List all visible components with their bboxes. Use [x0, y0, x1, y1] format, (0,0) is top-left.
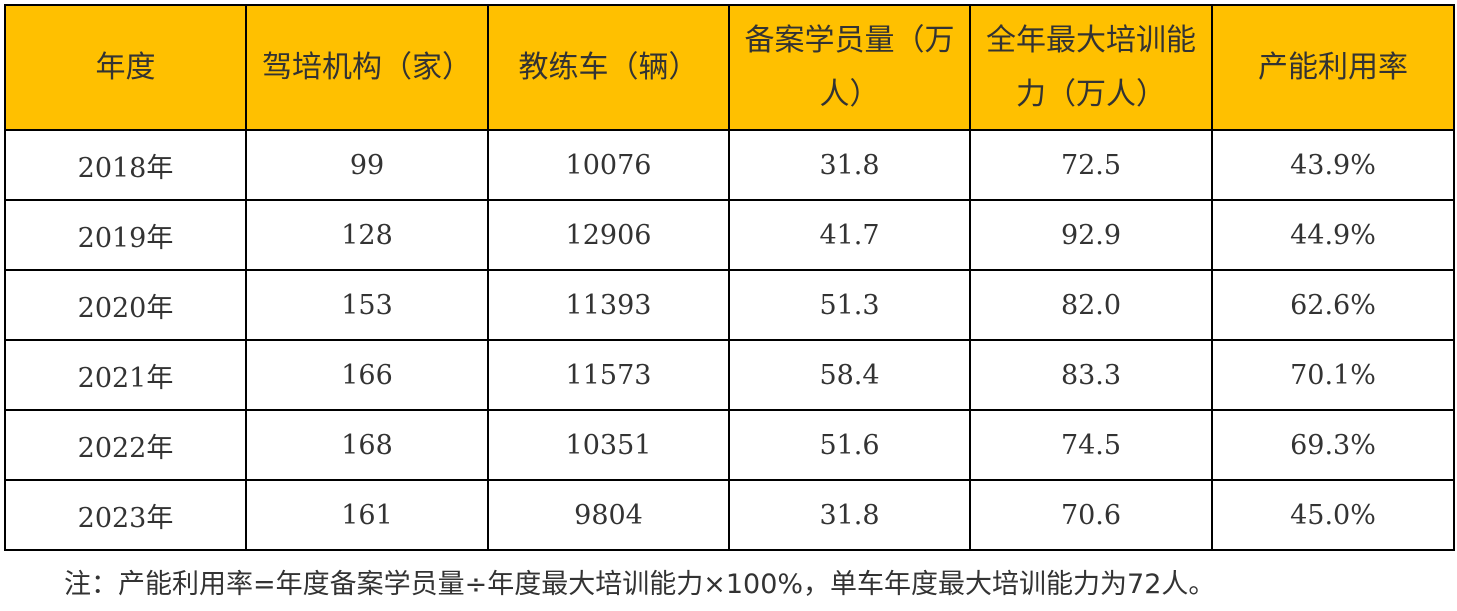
table-cell: 153 — [245, 269, 489, 341]
table-cell: 128 — [245, 199, 489, 271]
table-cell: 69.3% — [1211, 409, 1455, 481]
table-cell: 70.6 — [969, 479, 1213, 551]
table-row: 2018年 99 10076 31.8 72.5 43.9% — [4, 129, 1455, 201]
header-cell: 全年最大培训能力（万人） — [969, 4, 1213, 131]
table-cell: 31.8 — [728, 129, 971, 201]
table-cell: 9804 — [487, 479, 730, 551]
table-cell: 11393 — [487, 269, 730, 341]
table-cell: 51.6 — [728, 409, 971, 481]
header-cell: 驾培机构（家） — [245, 4, 489, 131]
table-cell: 10351 — [487, 409, 730, 481]
table-cell: 43.9% — [1211, 129, 1455, 201]
table-cell: 51.3 — [728, 269, 971, 341]
table-cell: 82.0 — [969, 269, 1213, 341]
table-cell: 12906 — [487, 199, 730, 271]
table-cell: 83.3 — [969, 339, 1213, 411]
table-cell: 31.8 — [728, 479, 971, 551]
table-cell: 99 — [245, 129, 489, 201]
note: 注：产能利用率=年度备案学员量÷年度最大培训能力×100%，单车年度最大培训能力… — [64, 569, 1216, 600]
table-cell: 62.6% — [1211, 269, 1455, 341]
table-cell: 168 — [245, 409, 489, 481]
table-row: 2021年 166 11573 58.4 83.3 70.1% — [4, 339, 1455, 411]
table-cell: 92.9 — [969, 199, 1213, 271]
header-cell: 产能利用率 — [1211, 4, 1455, 131]
table-row: 2020年 153 11393 51.3 82.0 62.6% — [4, 269, 1455, 341]
table-cell: 2020年 — [4, 269, 247, 341]
table-cell: 2019年 — [4, 199, 247, 271]
table-cell: 70.1% — [1211, 339, 1455, 411]
table-cell: 2023年 — [4, 479, 247, 551]
table-cell: 11573 — [487, 339, 730, 411]
header-cell: 年度 — [4, 4, 247, 131]
table-cell: 45.0% — [1211, 479, 1455, 551]
table-cell: 161 — [245, 479, 489, 551]
table-row: 2023年 161 9804 31.8 70.6 45.0% — [4, 479, 1455, 551]
table-cell: 58.4 — [728, 339, 971, 411]
header-cell: 备案学员量（万人） — [728, 4, 971, 131]
table-cell: 74.5 — [969, 409, 1213, 481]
header-cell: 教练车（辆） — [487, 4, 730, 131]
table-row: 2022年 168 10351 51.6 74.5 69.3% — [4, 409, 1455, 481]
table-cell: 2018年 — [4, 129, 247, 201]
table-cell: 72.5 — [969, 129, 1213, 201]
header-row: 年度 驾培机构（家） 教练车（辆） 备案学员量（万人） 全年最大培训能力（万人） 产能利用… — [4, 4, 1455, 131]
table-body: 2018年 99 10076 31.8 72.5 43.9% 2019年 128 12906 41… — [4, 129, 1455, 551]
data-table: 年度 驾培机构（家） 教练车（辆） 备案学员量（万人） 全年最大培训能力（万人） 产能利用… — [4, 4, 1455, 551]
table-cell: 2021年 — [4, 339, 247, 411]
table-cell: 166 — [245, 339, 489, 411]
table-cell: 44.9% — [1211, 199, 1455, 271]
table-cell: 2022年 — [4, 409, 247, 481]
table-cell: 10076 — [487, 129, 730, 201]
table-row: 2019年 128 12906 41.7 92.9 44.9% — [4, 199, 1455, 271]
table-cell: 41.7 — [728, 199, 971, 271]
